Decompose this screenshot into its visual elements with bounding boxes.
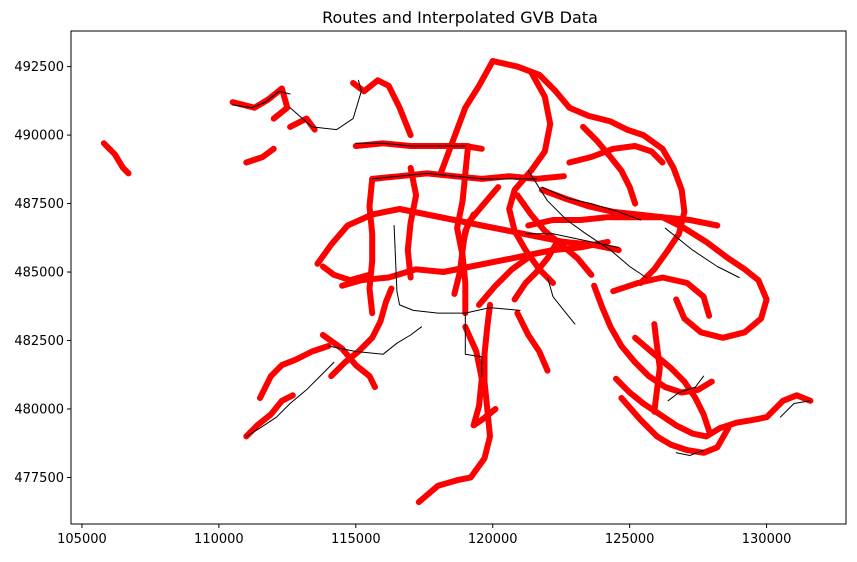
routes-layer [232,79,811,456]
interpolated-data-path-20 [539,186,770,341]
interpolated-data-path-38 [580,123,639,207]
route-path-3 [393,225,521,314]
route-path-4 [371,172,537,180]
axes-frame [70,30,847,525]
interpolated-data-path-5 [314,206,622,267]
y-tick-label: 480000 [14,402,64,417]
interpolated-data-path-34 [511,241,559,303]
x-tick-label: 120000 [468,532,518,547]
route-path-6 [327,326,422,355]
interpolated-data-path-26 [632,334,713,434]
route-path-8 [525,233,620,248]
interpolated-data-path-2 [100,140,132,177]
interpolated-data-path-31 [415,301,493,506]
chart-title: Routes and Interpolated GVB Data [322,8,598,27]
x-tick-label: 115000 [331,532,381,547]
interpolated-data-path-19 [525,214,721,229]
interpolated-data-path-14 [552,88,630,133]
route-path-14 [675,449,705,456]
interpolated-data-path-37 [566,143,666,166]
route-path-10 [527,170,647,278]
route-path-0 [232,90,291,109]
y-axis: 477500 480000 482500 485000 487500 490000 4925… [14,60,71,486]
interpolated-data-path-13 [489,58,559,95]
x-tick-label: 105000 [57,532,107,547]
interpolated-data-path-39 [350,77,414,139]
route-path-2 [355,142,466,147]
interpolated-data-path-15 [623,126,688,286]
y-tick-label: 490000 [14,129,64,144]
interpolated-data-path-32 [462,323,499,429]
interpolated-data-path-36 [451,211,477,297]
interpolated-data-path-1 [243,145,277,166]
route-path-11 [547,277,576,325]
route-path-13 [667,375,705,402]
y-tick-label: 487500 [14,197,64,212]
interpolated-data-path-21 [610,274,713,319]
x-tick-label: 125000 [605,532,655,547]
x-axis: 105000 110000 115000 120000 125000 130000 [57,524,791,547]
route-path-1 [289,79,362,131]
interpolated-data-path-10 [404,164,420,281]
interpolated-data-path-12 [437,58,496,177]
y-tick-label: 492500 [14,60,64,75]
route-path-5 [464,312,483,377]
interpolated-data-layer [100,58,814,506]
interpolated-data-path-27 [319,332,378,391]
interpolated-data-path-29 [243,392,296,440]
interpolated-data-path-33 [514,310,551,374]
y-tick-label: 482500 [14,334,64,349]
interpolated-data-path-18 [514,192,595,278]
route-path-9 [541,186,642,221]
interpolated-data-path-25 [651,321,663,415]
interpolated-data-path-3 [287,115,318,133]
route-path-15 [779,400,811,418]
interpolated-data-path-11 [454,143,472,317]
route-path-12 [664,227,740,278]
interpolated-data-path-9 [366,175,376,317]
interpolated-data-path-24 [618,395,732,456]
y-tick-label: 477500 [14,471,64,486]
x-tick-label: 110000 [194,532,244,547]
interpolated-data-path-7 [319,263,373,284]
x-tick-label: 130000 [742,532,792,547]
y-tick-label: 485000 [14,266,64,281]
interpolated-data-path-23 [613,375,814,440]
route-path-7 [245,361,335,437]
interpolated-data-path-35 [476,252,535,308]
interpolated-data-path-30 [328,285,395,380]
interpolated-data-path-28 [257,343,332,401]
